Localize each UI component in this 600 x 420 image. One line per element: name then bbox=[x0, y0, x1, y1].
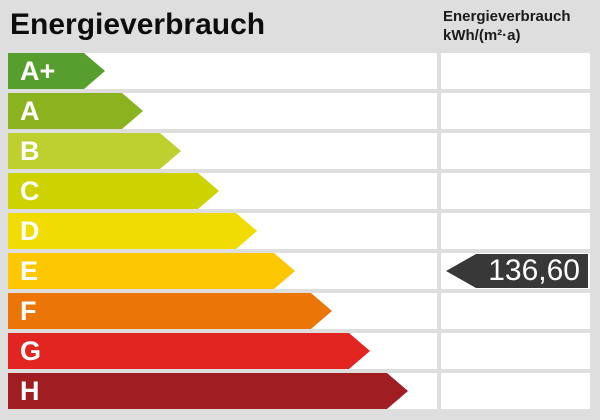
class-arrow-E: E bbox=[8, 253, 295, 289]
value-column-cell-E: 136,60 bbox=[441, 253, 590, 289]
class-letter-B: B bbox=[20, 136, 40, 166]
value-column-cell-A bbox=[441, 93, 590, 129]
value-column-cell-A+ bbox=[441, 53, 590, 89]
class-letter-E: E bbox=[20, 256, 39, 286]
value-column-cell-G bbox=[441, 333, 590, 369]
value-column-cell-B bbox=[441, 133, 590, 169]
class-arrow-C: C bbox=[8, 173, 219, 209]
scale-row-A: A bbox=[8, 93, 437, 129]
scale-row-A+: A+ bbox=[8, 53, 437, 89]
class-letter-F: F bbox=[20, 296, 37, 326]
value-column-cell-H bbox=[441, 373, 590, 409]
scale-row-E: E bbox=[8, 253, 437, 289]
consumption-value-badge: 136,60 bbox=[446, 254, 588, 288]
unit-header-line1: Energieverbrauch bbox=[443, 8, 571, 25]
class-arrow-G: G bbox=[8, 333, 370, 369]
class-letter-C: C bbox=[20, 176, 40, 206]
class-arrow-A+: A+ bbox=[8, 53, 105, 89]
class-letter-D: D bbox=[20, 216, 40, 246]
class-arrow-D: D bbox=[8, 213, 257, 249]
unit-header: Energieverbrauch kWh/(m²·a) bbox=[443, 7, 571, 45]
class-arrow-F: F bbox=[8, 293, 332, 329]
scale-row-C: C bbox=[8, 173, 437, 209]
scale-row-D: D bbox=[8, 213, 437, 249]
unit-header-line2: kWh/(m²·a) bbox=[443, 27, 521, 44]
class-arrow-H: H bbox=[8, 373, 408, 409]
scale-row-H: H bbox=[8, 373, 437, 409]
class-letter-G: G bbox=[20, 336, 42, 366]
scale-row-F: F bbox=[8, 293, 437, 329]
class-letter-A+: A+ bbox=[20, 56, 56, 86]
value-column-cell-C bbox=[441, 173, 590, 209]
page-title: Energieverbrauch bbox=[10, 8, 266, 41]
class-arrow-B: B bbox=[8, 133, 181, 169]
value-column-cell-F bbox=[441, 293, 590, 329]
scale-row-B: B bbox=[8, 133, 437, 169]
value-column-cell-D bbox=[441, 213, 590, 249]
class-letter-A: A bbox=[20, 96, 40, 126]
class-letter-H: H bbox=[20, 376, 40, 406]
class-arrow-A: A bbox=[8, 93, 143, 129]
scale-row-G: G bbox=[8, 333, 437, 369]
